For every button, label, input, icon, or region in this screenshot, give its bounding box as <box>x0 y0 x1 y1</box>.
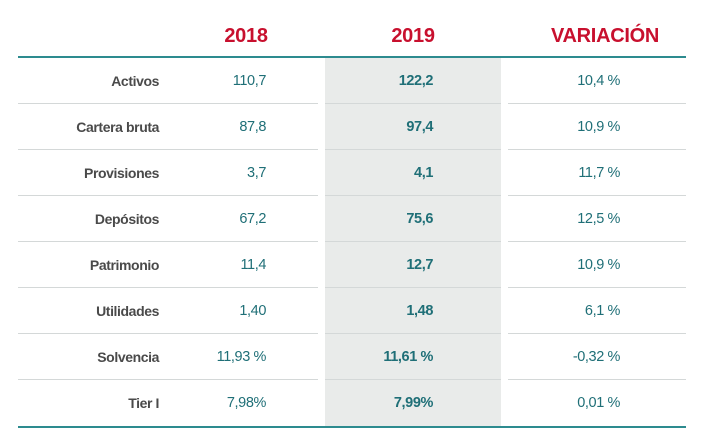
header-2018: 2018 <box>224 25 268 47</box>
header-rule <box>18 56 686 58</box>
divider <box>508 241 686 242</box>
row-label: Activos <box>111 73 159 89</box>
value-2019: 12,7 <box>406 257 433 273</box>
divider <box>508 149 686 150</box>
value-2018: 11,4 <box>240 257 266 273</box>
divider <box>18 379 318 380</box>
row-label: Solvencia <box>97 349 159 365</box>
table-row: Tier I 7,98% 7,99% 0,01 % <box>18 380 686 426</box>
divider <box>18 241 318 242</box>
divider <box>325 333 501 334</box>
divider <box>18 287 318 288</box>
header-2019: 2019 <box>391 25 435 47</box>
value-variacion: 6,1 % <box>584 303 620 319</box>
value-2018: 1,40 <box>239 303 266 319</box>
table-row: Provisiones 3,7 4,1 11,7 % <box>18 150 686 196</box>
value-2019: 11,61 % <box>383 349 433 365</box>
highlight-column-2019 <box>325 58 501 427</box>
value-variacion: 10,4 % <box>577 73 620 89</box>
value-variacion: 12,5 % <box>577 211 620 227</box>
table-row: Patrimonio 11,4 12,7 10,9 % <box>18 242 686 288</box>
divider <box>508 195 686 196</box>
row-label: Provisiones <box>84 165 159 181</box>
value-variacion: 0,01 % <box>577 395 620 411</box>
divider <box>508 287 686 288</box>
divider <box>325 379 501 380</box>
table-row: Utilidades 1,40 1,48 6,1 % <box>18 288 686 334</box>
table-row: Depósitos 67,2 75,6 12,5 % <box>18 196 686 242</box>
divider <box>325 241 501 242</box>
value-variacion: -0,32 % <box>572 349 621 365</box>
value-2018: 11,93 % <box>216 349 267 365</box>
divider <box>325 287 501 288</box>
divider <box>18 149 318 150</box>
row-label: Utilidades <box>96 303 159 319</box>
row-label: Patrimonio <box>89 257 160 273</box>
value-2018: 110,7 <box>232 73 267 89</box>
table-row: Solvencia 11,93 % 11,61 % -0,32 % <box>18 334 686 380</box>
value-2019: 122,2 <box>398 73 434 89</box>
divider <box>508 379 686 380</box>
value-variacion: 10,9 % <box>577 119 620 135</box>
value-2019: 4,1 <box>414 165 433 181</box>
value-2019: 1,48 <box>406 303 433 319</box>
row-label: Depósitos <box>94 211 159 227</box>
value-2018: 7,98% <box>226 395 267 411</box>
divider <box>18 195 318 196</box>
value-2019: 97,4 <box>406 119 433 135</box>
row-label: Cartera bruta <box>76 119 159 135</box>
value-2018: 67,2 <box>239 211 266 227</box>
divider <box>325 149 501 150</box>
divider <box>508 103 686 104</box>
row-label: Tier I <box>128 395 159 411</box>
value-2019: 7,99% <box>393 395 434 411</box>
value-2018: 87,8 <box>239 119 266 135</box>
table-row: Activos 110,7 122,2 10,4 % <box>18 58 686 104</box>
table-row: Cartera bruta 87,8 97,4 10,9 % <box>18 104 686 150</box>
divider <box>18 333 318 334</box>
header-variacion: VARIACIÓN <box>550 25 660 47</box>
value-2019: 75,6 <box>406 211 433 227</box>
divider <box>325 195 501 196</box>
divider <box>508 333 686 334</box>
divider <box>325 103 501 104</box>
footer-rule <box>18 426 686 428</box>
value-variacion: 11,7 % <box>578 165 620 181</box>
divider <box>18 103 318 104</box>
value-2018: 3,7 <box>247 165 266 181</box>
value-variacion: 10,9 % <box>577 257 620 273</box>
